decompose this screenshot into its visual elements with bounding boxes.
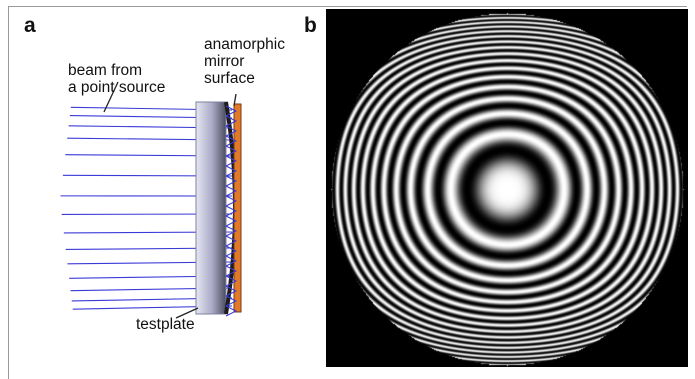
reflected-ray bbox=[225, 255, 238, 267]
panel-b-letter: b bbox=[304, 14, 317, 37]
reflected-rays bbox=[225, 105, 238, 317]
reflected-ray bbox=[225, 195, 238, 207]
reflected-ray bbox=[225, 155, 238, 167]
reflected-ray bbox=[225, 235, 238, 247]
panel-a-letter: a bbox=[24, 14, 36, 37]
reflected-ray bbox=[225, 225, 238, 237]
reflected-ray bbox=[225, 165, 238, 177]
reflected-ray bbox=[225, 265, 238, 277]
optical-setup-diagram bbox=[60, 81, 242, 319]
reflected-ray bbox=[225, 105, 238, 117]
testplate-shape bbox=[195, 101, 227, 315]
reflected-ray bbox=[225, 185, 238, 197]
reflected-ray bbox=[225, 305, 238, 317]
reflected-ray bbox=[225, 115, 238, 127]
reflected-ray bbox=[225, 285, 238, 297]
reflected-ray bbox=[225, 245, 238, 257]
reflected-ray bbox=[225, 275, 238, 287]
reflected-ray bbox=[225, 135, 238, 147]
reflected-ray bbox=[225, 295, 238, 307]
testplate-label: testplate bbox=[136, 316, 195, 333]
reflected-ray bbox=[225, 175, 238, 187]
beam-leader-line bbox=[103, 81, 119, 113]
reflected-ray bbox=[225, 205, 238, 217]
interference-fringe-image bbox=[326, 9, 688, 367]
anamorphic-mirror bbox=[233, 103, 242, 313]
mirror-label: anamorphic mirror surface bbox=[204, 36, 285, 87]
testplate-leader-line bbox=[175, 307, 199, 319]
mirror-leader-line bbox=[233, 93, 237, 107]
reflected-ray bbox=[225, 125, 238, 137]
figure-frame bbox=[8, 6, 687, 379]
reflected-ray bbox=[225, 145, 238, 157]
reflected-ray bbox=[225, 215, 238, 227]
beam-label: beam from a point source bbox=[68, 62, 166, 96]
